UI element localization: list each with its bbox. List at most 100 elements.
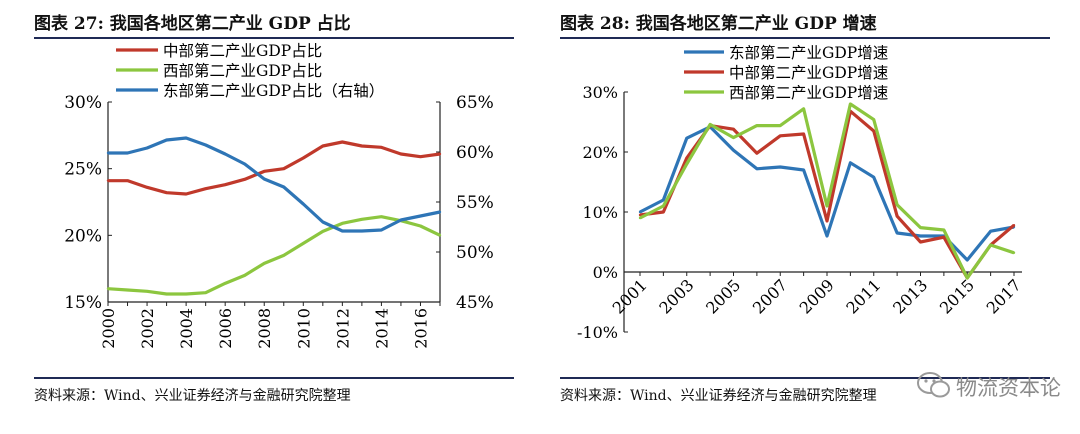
left-series-point-1 — [302, 242, 305, 245]
left-source-rule — [34, 377, 514, 379]
x-tick-label: 2011 — [842, 275, 884, 317]
right-series-point-0 — [966, 258, 969, 262]
left-series-point-0 — [223, 183, 227, 186]
right-series-point-0 — [895, 231, 899, 235]
x-tick-label: 2000 — [99, 308, 118, 349]
right-legend-label-1: 中部第二产业GDP增速 — [729, 64, 888, 82]
left-series-point-2 — [126, 151, 129, 155]
right-legend-label-2: 西部第二产业GDP增速 — [729, 84, 888, 102]
right-series-point-2 — [708, 123, 712, 126]
left-series-point-2 — [341, 229, 344, 233]
left-series-point-2 — [438, 210, 442, 214]
right-series-point-0 — [802, 168, 805, 172]
right-series-point-2 — [779, 124, 782, 127]
left-series-point-0 — [184, 192, 188, 196]
left-series-point-1 — [263, 262, 266, 265]
left-series-point-0 — [145, 186, 149, 189]
right-series-point-1 — [779, 134, 782, 137]
left-series-point-0 — [106, 179, 110, 182]
left-series-point-1 — [419, 224, 422, 228]
y-tick-label: 10% — [582, 203, 618, 222]
x-tick-label: 2010 — [294, 308, 313, 349]
left-series-line-1 — [107, 215, 441, 296]
left-series-point-2 — [165, 138, 168, 142]
x-tick-label: 2016 — [411, 308, 430, 349]
left-series-point-2 — [145, 146, 149, 150]
right-series-point-0 — [662, 198, 665, 202]
right-series-point-2 — [1012, 251, 1016, 254]
right-series-point-2 — [966, 276, 969, 280]
y-tick-label: 30% — [582, 83, 618, 102]
left-series-point-0 — [243, 178, 246, 181]
left-series-point-2 — [243, 162, 246, 166]
right-series-point-2 — [685, 162, 688, 166]
left-series-point-2 — [184, 136, 188, 140]
left-series-point-1 — [126, 288, 129, 292]
right-title-rule — [560, 37, 1050, 39]
left-series-point-2 — [282, 185, 285, 189]
right-series-point-2 — [942, 228, 946, 232]
x-tick-label: 2009 — [796, 275, 838, 317]
right-source-rule — [560, 377, 1050, 379]
left-series-point-0 — [419, 155, 422, 158]
right-series-point-2 — [919, 226, 922, 229]
right-y-tick-label: 55% — [456, 193, 494, 213]
right-series-point-2 — [732, 136, 735, 139]
left-series-line-0 — [108, 140, 441, 196]
right-y-tick-label: 45% — [456, 293, 494, 313]
left-series-point-0 — [380, 146, 383, 149]
right-series-point-1 — [825, 219, 829, 223]
left-y-tick-label: 20% — [64, 226, 102, 246]
right-series-point-1 — [662, 210, 665, 214]
left-series-point-1 — [380, 215, 383, 218]
left-series-point-0 — [165, 191, 168, 194]
left-series-point-1 — [341, 222, 344, 225]
x-tick-label: 2004 — [177, 308, 196, 349]
watermark: 物流资本论 — [916, 368, 1066, 402]
left-series-point-1 — [184, 292, 188, 296]
left-series-point-2 — [106, 151, 110, 155]
left-series-point-0 — [360, 144, 364, 148]
right-series-point-2 — [895, 203, 899, 206]
left-series-point-1 — [223, 282, 227, 285]
right-series-point-0 — [755, 167, 759, 170]
right-series-point-2 — [638, 216, 642, 220]
left-series-point-2 — [419, 214, 422, 218]
x-tick-label: 2012 — [333, 308, 352, 349]
x-tick-label: 2015 — [936, 275, 978, 317]
right-series-point-2 — [802, 107, 805, 111]
left-legend-label-1: 西部第二产业GDP占比 — [163, 62, 322, 80]
right-legend-label-0: 东部第二产业GDP增速 — [729, 44, 888, 62]
right-series-point-1 — [755, 152, 759, 155]
x-tick-label: 2014 — [372, 308, 391, 349]
left-series-point-1 — [282, 254, 285, 257]
left-series-point-0 — [341, 140, 344, 144]
left-series-point-1 — [165, 292, 168, 296]
right-series-point-1 — [732, 128, 735, 131]
left-legend-label-0: 中部第二产业GDP占比 — [163, 42, 322, 60]
x-tick-label: 2003 — [655, 275, 697, 317]
left-series-point-0 — [126, 179, 129, 182]
right-series-point-2 — [825, 204, 829, 208]
left-series-point-0 — [263, 170, 266, 173]
y-tick-label: -10% — [577, 323, 618, 342]
left-series-point-2 — [263, 177, 266, 181]
wechat-icon — [917, 372, 950, 398]
y-tick-label: 0% — [593, 263, 618, 282]
x-tick-label: 2005 — [702, 275, 744, 317]
right-chart-title: 图表 28: 我国各地区第二产业 GDP 增速 — [560, 14, 877, 34]
left-series-point-2 — [302, 202, 305, 206]
left-series-point-1 — [106, 287, 110, 290]
left-series-point-0 — [282, 167, 285, 170]
right-y-tick-label: 60% — [456, 143, 494, 163]
right-series-line-1 — [639, 109, 1016, 280]
right-series-point-2 — [849, 102, 852, 106]
right-y-tick-label: 50% — [456, 243, 494, 263]
right-series-point-0 — [779, 165, 782, 169]
right-series-point-1 — [895, 215, 899, 218]
left-series-point-2 — [380, 228, 383, 232]
watermark-text: 物流资本论 — [956, 376, 1061, 400]
left-series-point-2 — [399, 218, 403, 222]
x-tick-label: 2013 — [889, 275, 931, 317]
